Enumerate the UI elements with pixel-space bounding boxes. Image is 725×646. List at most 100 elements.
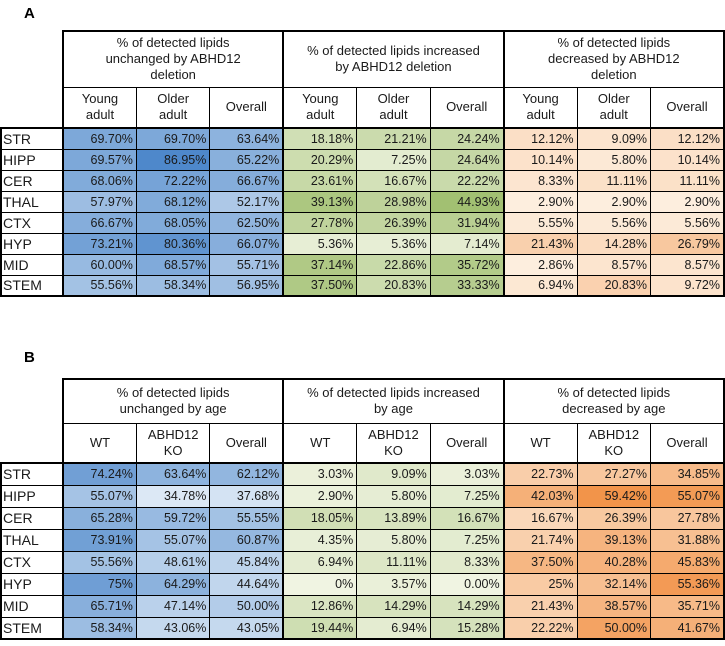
value-cell: 16.67%: [502, 506, 578, 530]
table-panel-b: % of detected lipids unchanged by age% o…: [0, 378, 725, 640]
value-cell: 47.14%: [135, 594, 211, 618]
value-cell: 12.12%: [502, 127, 578, 150]
column-header: WT: [282, 422, 358, 464]
value-cell: 0%: [282, 572, 358, 596]
value-cell: 2.90%: [502, 190, 578, 213]
value-cell: 55.56%: [61, 274, 137, 297]
value-cell: 14.29%: [429, 594, 505, 618]
value-cell: 20.83%: [576, 274, 652, 297]
column-header: Older adult: [576, 86, 652, 129]
value-cell: 69.70%: [61, 127, 137, 150]
value-cell: 43.05%: [209, 616, 284, 640]
value-cell: 9.09%: [576, 127, 652, 150]
row-label-ctx: CTX: [0, 550, 64, 574]
value-cell: 73.21%: [61, 232, 137, 255]
row-label-stem: STEM: [0, 616, 64, 640]
value-cell: 21.21%: [356, 127, 431, 150]
value-cell: 7.25%: [429, 528, 505, 552]
row-label-str: STR: [0, 462, 64, 486]
value-cell: 7.25%: [429, 484, 505, 508]
value-cell: 24.24%: [429, 127, 505, 150]
value-cell: 35.72%: [429, 253, 505, 276]
value-cell: 65.28%: [61, 506, 137, 530]
group-header-decreased: % of detected lipids decreased by age: [502, 378, 725, 424]
value-cell: 80.36%: [135, 232, 211, 255]
value-cell: 27.27%: [576, 462, 652, 486]
value-cell: 44.64%: [209, 572, 284, 596]
value-cell: 68.06%: [61, 169, 137, 192]
value-cell: 45.84%: [209, 550, 284, 574]
value-cell: 55.36%: [650, 572, 725, 596]
value-cell: 50.00%: [209, 594, 284, 618]
value-cell: 2.90%: [282, 484, 358, 508]
value-cell: 14.28%: [576, 232, 652, 255]
value-cell: 64.29%: [135, 572, 211, 596]
value-cell: 22.73%: [502, 462, 578, 486]
value-cell: 66.67%: [61, 211, 137, 234]
value-cell: 21.74%: [502, 528, 578, 552]
column-header: WT: [61, 422, 137, 464]
value-cell: 63.64%: [135, 462, 211, 486]
value-cell: 11.11%: [356, 550, 431, 574]
value-cell: 8.33%: [429, 550, 505, 574]
value-cell: 8.33%: [502, 169, 578, 192]
value-cell: 21.43%: [502, 594, 578, 618]
column-header: ABHD12 KO: [356, 422, 431, 464]
value-cell: 45.83%: [650, 550, 725, 574]
column-header: Overall: [650, 86, 725, 129]
value-cell: 5.36%: [282, 232, 358, 255]
value-cell: 27.78%: [282, 211, 358, 234]
value-cell: 2.90%: [650, 190, 725, 213]
row-label-thal: THAL: [0, 528, 64, 552]
value-cell: 43.06%: [135, 616, 211, 640]
value-cell: 68.57%: [135, 253, 211, 276]
value-cell: 12.12%: [650, 127, 725, 150]
value-cell: 16.67%: [429, 506, 505, 530]
value-cell: 66.67%: [209, 169, 284, 192]
value-cell: 73.91%: [61, 528, 137, 552]
value-cell: 16.67%: [356, 169, 431, 192]
value-cell: 44.93%: [429, 190, 505, 213]
value-cell: 10.14%: [650, 148, 725, 171]
value-cell: 28.98%: [356, 190, 431, 213]
value-cell: 65.22%: [209, 148, 284, 171]
value-cell: 62.50%: [209, 211, 284, 234]
value-cell: 26.39%: [356, 211, 431, 234]
value-cell: 55.71%: [209, 253, 284, 276]
value-cell: 20.83%: [356, 274, 431, 297]
value-cell: 55.07%: [61, 484, 137, 508]
column-header: Older adult: [135, 86, 211, 129]
row-label-hipp: HIPP: [0, 148, 64, 171]
blank-corner: [1, 31, 63, 128]
value-cell: 55.55%: [209, 506, 284, 530]
row-label-hyp: HYP: [0, 232, 64, 255]
value-cell: 3.03%: [282, 462, 358, 486]
value-cell: 2.86%: [502, 253, 578, 276]
column-header: ABHD12 KO: [135, 422, 211, 464]
value-cell: 9.09%: [356, 462, 431, 486]
value-cell: 34.85%: [650, 462, 725, 486]
blank-corner: [1, 379, 63, 463]
value-cell: 37.14%: [282, 253, 358, 276]
value-cell: 56.95%: [209, 274, 284, 297]
column-header: Older adult: [356, 86, 431, 129]
value-cell: 6.94%: [356, 616, 431, 640]
value-cell: 3.57%: [356, 572, 431, 596]
value-cell: 13.89%: [356, 506, 431, 530]
value-cell: 59.42%: [576, 484, 652, 508]
value-cell: 18.05%: [282, 506, 358, 530]
value-cell: 33.33%: [429, 274, 505, 297]
value-cell: 10.14%: [502, 148, 578, 171]
value-cell: 60.00%: [61, 253, 137, 276]
value-cell: 21.43%: [502, 232, 578, 255]
value-cell: 6.94%: [502, 274, 578, 297]
column-header: Young adult: [502, 86, 578, 129]
value-cell: 32.14%: [576, 572, 652, 596]
value-cell: 24.64%: [429, 148, 505, 171]
row-label-mid: MID: [0, 594, 64, 618]
value-cell: 15.28%: [429, 616, 505, 640]
value-cell: 7.25%: [356, 148, 431, 171]
value-cell: 41.67%: [650, 616, 725, 640]
group-header-increased: % of detected lipids increased by ABHD12…: [282, 30, 505, 88]
value-cell: 37.50%: [282, 274, 358, 297]
